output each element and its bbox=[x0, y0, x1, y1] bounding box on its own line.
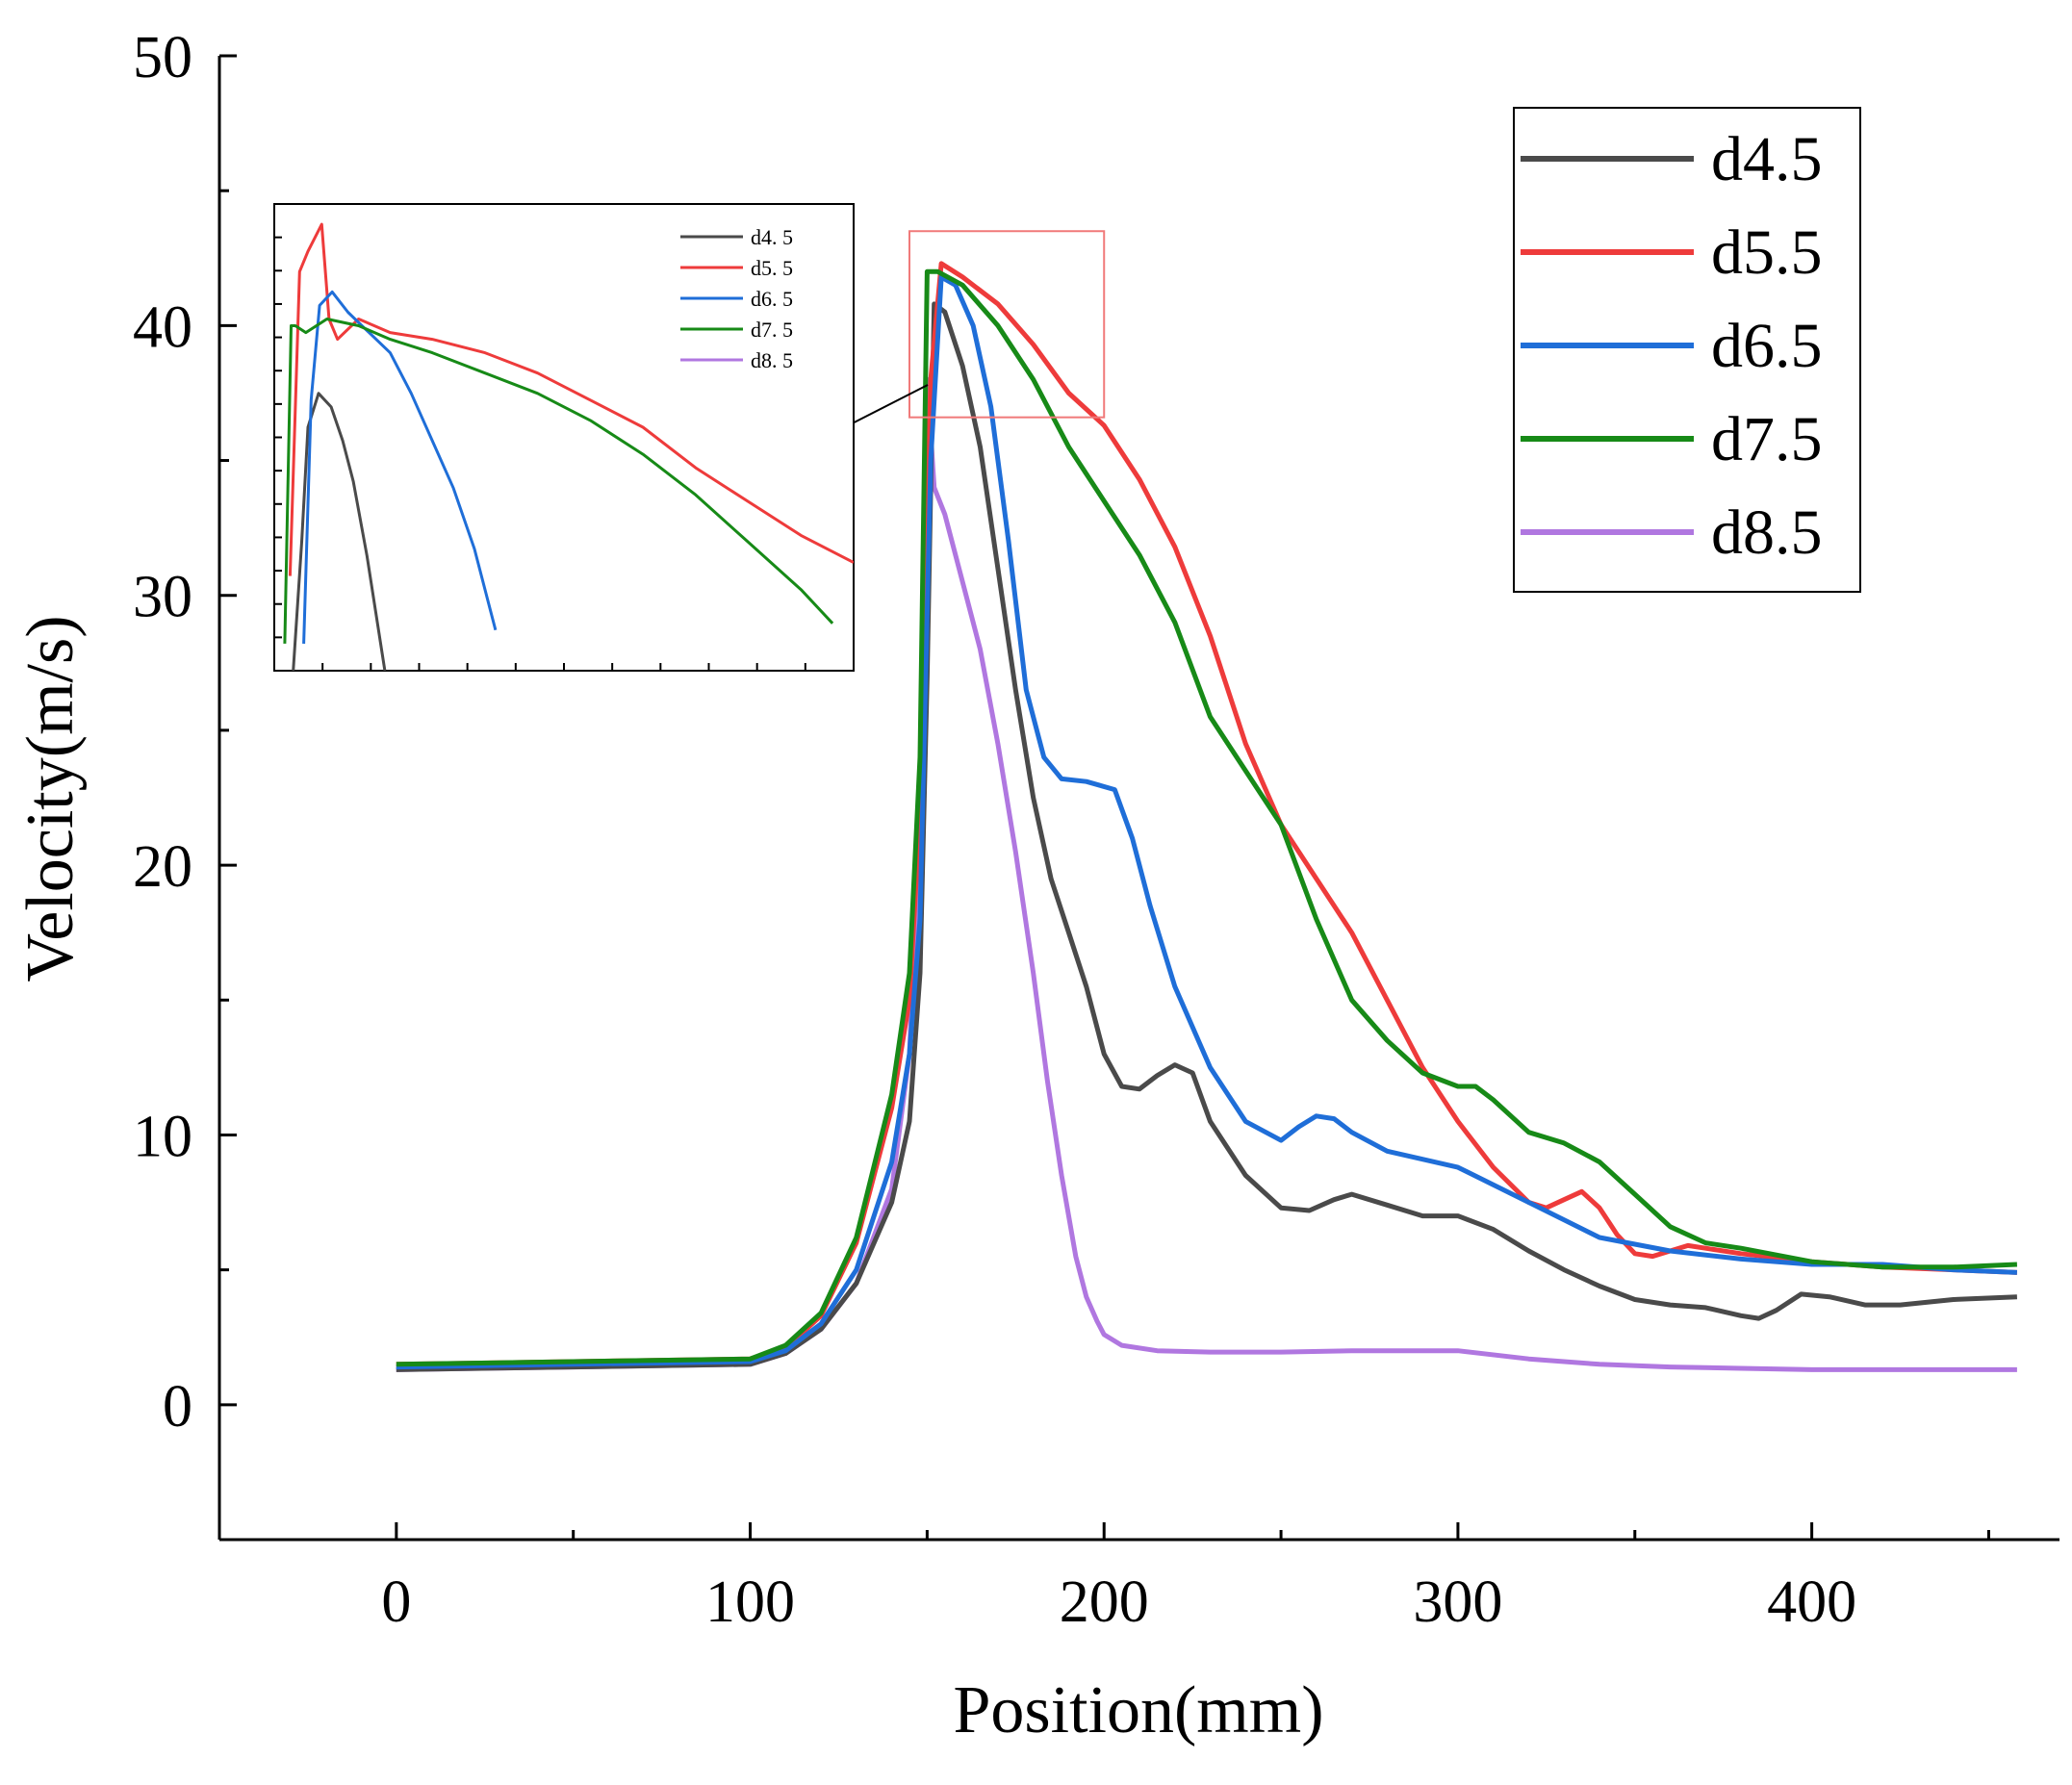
inset-legend-label: d5. 5 bbox=[751, 256, 793, 280]
series-line-d6.5 bbox=[396, 274, 2018, 1370]
zoom-region-box bbox=[908, 230, 1106, 419]
legend-label-d8.5: d8.5 bbox=[1711, 497, 1823, 568]
inset-legend: d4. 5 d5. 5 d6. 5 d7. 5 d8. 5 bbox=[680, 225, 793, 372]
y-tick-label: 30 bbox=[133, 565, 192, 630]
inset-legend-label: d4. 5 bbox=[751, 225, 793, 249]
legend-label-d7.5: d7.5 bbox=[1711, 404, 1823, 474]
inset-series-line-d7.5 bbox=[283, 318, 834, 644]
inset-series-line-d6.5 bbox=[302, 290, 498, 644]
x-tick-label: 200 bbox=[1060, 1569, 1149, 1635]
x-tick-label: 100 bbox=[705, 1569, 795, 1635]
y-tick-label: 10 bbox=[133, 1104, 192, 1169]
y-tick-label: 0 bbox=[163, 1374, 192, 1440]
y-tick-label: 20 bbox=[133, 834, 192, 900]
legend-box bbox=[1513, 107, 1861, 593]
y-axis-label: Velocity(m/s) bbox=[13, 615, 88, 982]
inset-legend-label: d6. 5 bbox=[751, 287, 793, 311]
legend-label-d6.5: d6.5 bbox=[1711, 311, 1823, 381]
y-tick-label: 50 bbox=[133, 25, 192, 90]
legend: d4.5 d5.5 d6.5 d7.5 d8.5 bbox=[1521, 124, 1823, 568]
series-line-d8.5 bbox=[396, 376, 2017, 1372]
inset-legend-label: d8. 5 bbox=[751, 348, 793, 372]
inset-series bbox=[283, 222, 854, 671]
x-tick-label: 0 bbox=[381, 1569, 411, 1635]
y-tick-label: 40 bbox=[133, 294, 192, 360]
y-ticks: 0 10 20 30 40 50 bbox=[133, 25, 237, 1542]
main-series bbox=[396, 261, 2018, 1372]
series-line-d7.5 bbox=[396, 268, 2018, 1367]
x-tick-label: 400 bbox=[1767, 1569, 1856, 1635]
inset-series-line-d4.5 bbox=[292, 392, 387, 671]
inset-legend-label: d7. 5 bbox=[751, 318, 793, 342]
inset-frame bbox=[273, 203, 855, 672]
inset-ticks bbox=[274, 236, 806, 671]
x-ticks: 0 100 200 300 400 bbox=[381, 1522, 1990, 1635]
legend-label-d5.5: d5.5 bbox=[1711, 217, 1823, 288]
x-axis-label: Position(mm) bbox=[953, 1673, 1323, 1747]
inset-series-line-d5.5 bbox=[288, 222, 854, 576]
x-tick-label: 300 bbox=[1413, 1569, 1502, 1635]
legend-label-d4.5: d4.5 bbox=[1711, 124, 1823, 194]
